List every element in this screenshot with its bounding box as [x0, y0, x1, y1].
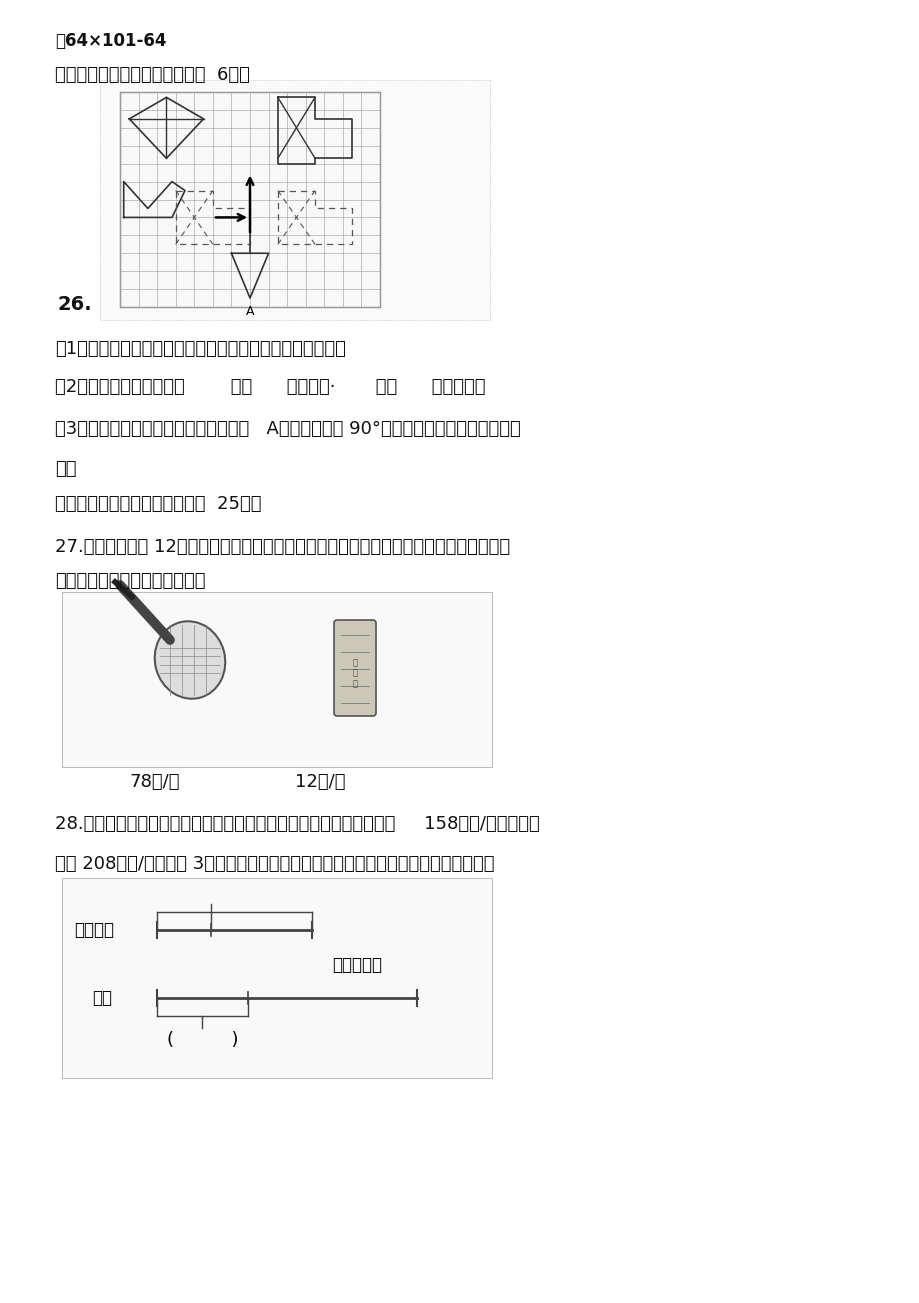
- Text: 购买这些奖品一共需要多少元？: 购买这些奖品一共需要多少元？: [55, 572, 205, 590]
- Text: 28.一列特快列车和一列动车同时从甲城开往乙城，特快列车的速度是     158千米/时，动车速: 28.一列特快列车和一列动车同时从甲城开往乙城，特快列车的速度是 158千米/时…: [55, 814, 539, 833]
- Text: 形。: 形。: [55, 460, 76, 478]
- Text: 五、手脑并用，操作思考。（共  6分）: 五、手脑并用，操作思考。（共 6分）: [55, 66, 250, 83]
- Bar: [100, 79, 490, 321]
- Ellipse shape: [154, 622, 225, 698]
- Text: （2）图中的小船是经过向        平移      格，再向·       平移      格得来的。: （2）图中的小船是经过向 平移 格，再向· 平移 格得来的。: [55, 378, 485, 396]
- Text: 27.学校要评选出 12个羽毛球运动优胜班级，准备奖励每个班一副羽毛球拍和一盒羽毛球。: 27.学校要评选出 12个羽毛球运动优胜班级，准备奖励每个班一副羽毛球拍和一盒羽…: [55, 538, 509, 556]
- Text: 晆64×101-64: 晆64×101-64: [55, 33, 166, 50]
- Text: 动车: 动车: [92, 989, 112, 1007]
- Text: 相距？千米: 相距？千米: [332, 956, 381, 975]
- Text: 12元/盒: 12元/盒: [295, 773, 346, 791]
- Text: （3）先将三角形向左平移三格，然后绕   A点逆时针旋转 90°，在方格纸中画出旋转后的图: （3）先将三角形向左平移三格，然后绕 A点逆时针旋转 90°，在方格纸中画出旋转…: [55, 420, 520, 438]
- FancyBboxPatch shape: [334, 620, 376, 717]
- Text: 度是 208千米/时。经过 3小时，两车相距多少千米？（先把线段图补充完整，再解答）: 度是 208千米/时。经过 3小时，两车相距多少千米？（先把线段图补充完整，再解…: [55, 855, 494, 873]
- Text: 78元/副: 78元/副: [130, 773, 180, 791]
- Text: (          ): ( ): [166, 1031, 238, 1049]
- Text: 六、活用知识，解决问题。（共  25分）: 六、活用知识，解决问题。（共 25分）: [55, 495, 261, 513]
- Text: 26.: 26.: [58, 294, 93, 314]
- Bar: [119, 93, 380, 308]
- Text: 特快列车: 特快列车: [74, 921, 114, 939]
- Bar: [62, 592, 492, 767]
- Text: （1）沿虚线画出图形的另一半，使它成为一个轴对称图形。: （1）沿虚线画出图形的另一半，使它成为一个轴对称图形。: [55, 340, 346, 358]
- Text: 羽
毛
球: 羽 毛 球: [352, 658, 357, 688]
- Text: A: A: [245, 305, 254, 318]
- Bar: [62, 878, 492, 1078]
